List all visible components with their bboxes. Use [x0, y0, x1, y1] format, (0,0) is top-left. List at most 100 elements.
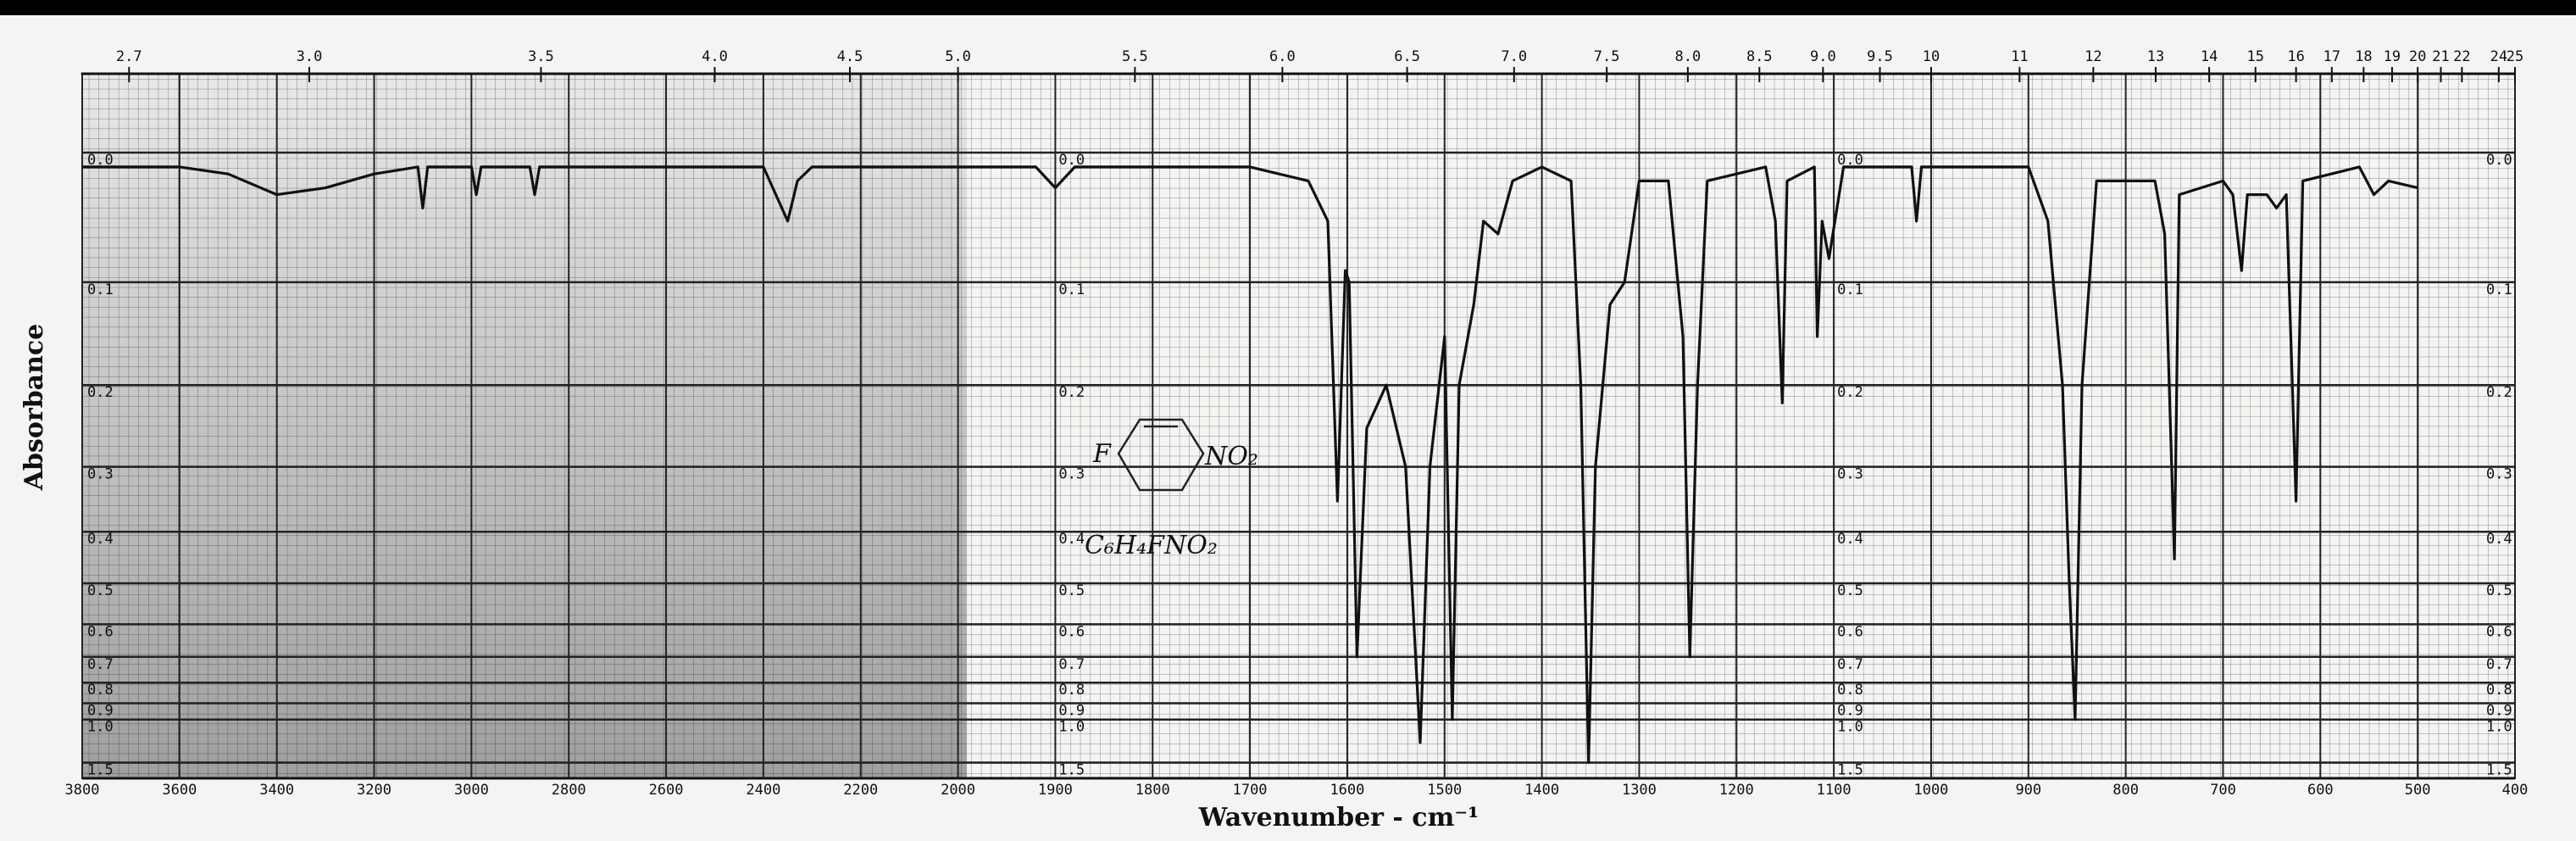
y-tick-label: 0.0	[1058, 152, 1085, 169]
y-tick-label: 0.5	[1837, 582, 1863, 599]
y-tick-label: 0.0	[87, 152, 114, 169]
y-tick-label: 0.6	[2486, 623, 2512, 640]
y-tick-label: 0.7	[2486, 656, 2512, 673]
x2-tick-label: 9.0	[1810, 48, 1836, 65]
y-tick-label: 0.0	[1837, 152, 1863, 169]
x-tick-label: 3400	[259, 782, 294, 799]
y-tick-label: 0.0	[2486, 152, 2512, 169]
x2-tick-label: 21	[2432, 48, 2449, 65]
y-tick-label: 0.4	[1058, 531, 1085, 548]
annotation: C₆H₄FNO₂	[1085, 531, 1218, 560]
x-tick-label: 600	[2307, 782, 2334, 799]
y-tick-label: 0.1	[1837, 281, 1863, 298]
x-tick-label: 1600	[1330, 782, 1364, 799]
structure-sketch	[1117, 418, 1205, 492]
x2-tick-label: 3.5	[528, 48, 554, 65]
y-tick-label: 0.8	[1837, 682, 1863, 699]
x2-tick-label: 16	[2287, 48, 2304, 65]
y-tick-label: 0.5	[2486, 582, 2512, 599]
y-tick-label: 1.5	[1837, 762, 1863, 779]
x-tick-label: 2000	[941, 782, 975, 799]
y-tick-label: 1.5	[2486, 762, 2512, 779]
x2-tick-label: 14	[2201, 48, 2218, 65]
x-tick-label: 900	[2015, 782, 2041, 799]
x2-tick-label: 4.5	[837, 48, 863, 65]
x-tick-label: 1300	[1622, 782, 1657, 799]
y-tick-label: 0.1	[87, 281, 114, 298]
y-tick-label: 0.9	[1837, 702, 1863, 719]
x2-tick-label: 24	[2490, 48, 2507, 65]
x-tick-label: 2600	[649, 782, 684, 799]
y-tick-label: 1.5	[87, 762, 114, 779]
y-tick-label: 0.2	[1837, 384, 1863, 401]
y-tick-label: 0.8	[87, 682, 114, 699]
x-tick-label: 1700	[1233, 782, 1268, 799]
y-tick-label: 0.3	[2486, 466, 2512, 483]
x2-tick-label: 8.5	[1746, 48, 1773, 65]
x-tick-label: 800	[2112, 782, 2139, 799]
x2-tick-label: 5.5	[1122, 48, 1148, 65]
x-tick-label: 3600	[162, 782, 197, 799]
x-tick-label: 700	[2210, 782, 2236, 799]
annotation: NO₂	[1204, 442, 1258, 471]
y-tick-label: 0.7	[87, 656, 114, 673]
y-tick-label: 0.8	[2486, 682, 2512, 699]
x2-tick-label: 19	[2384, 48, 2401, 65]
x2-tick-label: 8.0	[1675, 48, 1702, 65]
x-tick-label: 3200	[357, 782, 391, 799]
x-tick-label: 2800	[552, 782, 586, 799]
x-tick-label: 1400	[1524, 782, 1559, 799]
axes: 3800 3600 3400 3200 3000 2800 2600 2400 2200 2000…	[65, 48, 2529, 799]
x-tick-label: 1000	[1913, 782, 1948, 799]
y-tick-label: 0.8	[1058, 682, 1085, 699]
y-tick-label: 1.0	[87, 719, 114, 736]
x2-tick-label: 3.0	[297, 48, 323, 65]
x2-tick-label: 11	[2011, 48, 2028, 65]
x-axis-title: Wavenumber - cm⁻¹	[1198, 803, 1480, 833]
scan-edge	[0, 0, 2576, 15]
y-tick-label: 0.9	[2486, 702, 2512, 719]
y-tick-label: 0.4	[87, 531, 114, 548]
spectrum-line	[82, 165, 2418, 765]
y-tick-label: 0.4	[2486, 531, 2512, 548]
scan-shading	[82, 74, 967, 778]
x-tick-label: 1900	[1038, 782, 1073, 799]
x2-tick-label: 12	[2085, 48, 2101, 65]
y-tick-label: 0.4	[1837, 531, 1863, 548]
x2-tick-label: 6.0	[1269, 48, 1296, 65]
y-tick-label: 0.6	[87, 623, 114, 640]
x2-tick-label: 6.5	[1394, 48, 1420, 65]
x-tick-label: 1500	[1427, 782, 1462, 799]
y-tick-label: 0.6	[1058, 623, 1085, 640]
x-tick-label: 3000	[454, 782, 489, 799]
x2-tick-label: 25	[2507, 48, 2523, 65]
x-tick-label: 400	[2502, 782, 2529, 799]
x-tick-label: 1200	[1719, 782, 1754, 799]
y-tick-label: 0.3	[87, 466, 114, 483]
y-tick-label: 0.5	[1058, 582, 1085, 599]
y-tick-label: 1.0	[1837, 719, 1863, 736]
y-tick-label: 0.1	[2486, 281, 2512, 298]
y-tick-label: 0.9	[87, 702, 114, 719]
y-tick-label: 0.2	[1058, 384, 1085, 401]
x2-tick-label: 2.7	[116, 48, 142, 65]
x-tick-label: 3800	[65, 782, 100, 799]
annotation: F	[1092, 439, 1112, 469]
y-tick-label: 0.3	[1058, 466, 1085, 483]
y-tick-label: 0.3	[1837, 466, 1863, 483]
x-tick-label: 2200	[843, 782, 878, 799]
y-tick-label: 0.2	[2486, 384, 2512, 401]
x-tick-label: 500	[2405, 782, 2431, 799]
y-tick-label: 0.1	[1058, 281, 1085, 298]
x2-tick-label: 7.0	[1501, 48, 1527, 65]
y-tick-label: 0.7	[1837, 656, 1863, 673]
y-tick-label: 0.9	[1058, 702, 1085, 719]
x2-tick-label: 17	[2323, 48, 2340, 65]
x2-tick-label: 9.5	[1867, 48, 1893, 65]
x2-tick-label: 15	[2247, 48, 2264, 65]
x2-tick-label: 20	[2409, 48, 2426, 65]
x2-tick-label: 13	[2147, 48, 2164, 65]
y-tick-label: 0.7	[1058, 656, 1085, 673]
x2-tick-label: 10	[1923, 48, 1940, 65]
